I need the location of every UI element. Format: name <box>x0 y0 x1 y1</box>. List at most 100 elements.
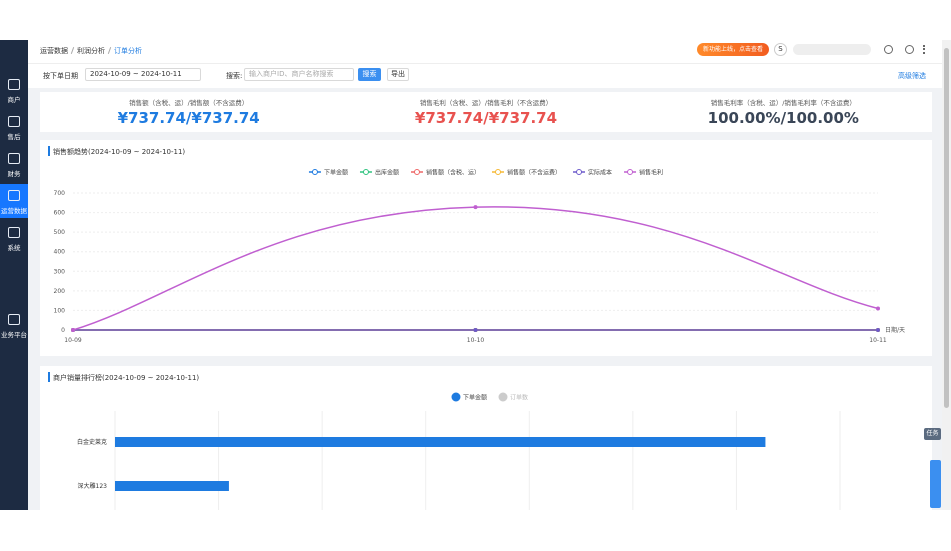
bar <box>115 481 229 491</box>
legend-label: 实际成本 <box>588 169 612 177</box>
y-tick-label: 300 <box>54 268 66 275</box>
nav-item[interactable]: 商户 <box>0 73 28 107</box>
legend-item[interactable]: 销售毛利 <box>624 169 663 177</box>
service-icon[interactable] <box>884 45 893 54</box>
y-tick-label: 400 <box>54 249 66 256</box>
point <box>876 306 880 311</box>
legend-item[interactable]: 下单金额 <box>308 169 348 177</box>
nav-item[interactable]: 系统 <box>0 221 28 255</box>
separator <box>107 47 112 54</box>
nav-icon <box>8 227 20 238</box>
help-icon[interactable] <box>905 45 914 54</box>
legend-dot <box>627 169 634 175</box>
breadcrumb-item: 订单分析 <box>114 47 142 55</box>
breadcrumb-item: 运营数据 <box>40 47 68 55</box>
legend-label: 销售额（含税、运） <box>426 169 480 177</box>
nav-label: 系统 <box>7 244 21 252</box>
nav-label: 售后 <box>7 133 21 141</box>
legend-dot <box>413 169 420 175</box>
sidebar: 商户售后财务运营数据系统业务平台 <box>0 40 28 510</box>
export-button[interactable]: 导出 <box>387 68 409 81</box>
title-marker <box>48 146 50 156</box>
date-type-select[interactable]: 按下单日期 <box>43 72 78 80</box>
nav-icon <box>8 190 20 201</box>
legend-dot <box>311 169 318 175</box>
avatar[interactable]: S <box>774 43 787 56</box>
chart-title: 销售额趋势(2024-10-09 ~ 2024-10-11) <box>53 147 185 156</box>
legend-item[interactable]: 订单数 <box>498 392 528 402</box>
legend-item[interactable]: 销售额（不含运费） <box>492 169 561 177</box>
title-marker <box>48 372 50 382</box>
search-label: 搜索: <box>226 72 243 80</box>
y-tick-label: 600 <box>54 210 66 217</box>
more-icon[interactable] <box>923 45 925 54</box>
x-axis-label: 日期/天 <box>885 326 905 334</box>
breadcrumb: 运营数据 利润分析 订单分析 <box>40 46 142 56</box>
nav-icon <box>8 314 20 325</box>
legend-item[interactable]: 销售额（含税、运） <box>410 169 480 177</box>
kpi: 销售毛利（含税、运）/销售毛利（不含运费） ¥737.74/¥737.74 <box>337 92 634 132</box>
legend-label: 下单金额 <box>463 394 487 402</box>
y-tick-label: 0 <box>61 327 65 334</box>
legend-item[interactable]: 出库金额 <box>359 169 399 177</box>
top-bar <box>28 40 942 64</box>
nav-label: 运营数据 <box>1 207 27 215</box>
legend-label: 销售额（不含运费） <box>507 169 561 177</box>
date-range[interactable]: 2024-10-09 ~ 2024-10-11 <box>85 68 201 81</box>
legend-dot <box>451 392 461 402</box>
point <box>876 328 880 332</box>
legend-label: 销售毛利 <box>639 169 663 177</box>
nav-icon <box>8 79 20 90</box>
kpi-label: 销售毛利率（含税、运）/销售毛利率（不含运费） <box>710 99 856 107</box>
chart-title: 商户销量排行榜(2024-10-09 ~ 2024-10-11) <box>53 373 199 382</box>
kpi: 销售额（含税、运）/销售额（不含运费） ¥737.74/¥737.74 <box>40 92 337 132</box>
legend-dot <box>362 169 369 175</box>
line-panel <box>40 140 932 356</box>
point <box>71 328 75 332</box>
legend-dot <box>498 392 508 402</box>
scrollbar <box>942 40 951 510</box>
separator <box>70 47 75 54</box>
nav-icon <box>8 153 20 164</box>
search-button[interactable]: 搜索 <box>358 68 381 81</box>
nav-item[interactable]: 售后 <box>0 110 28 144</box>
x-tick-label: 10-10 <box>467 337 485 344</box>
legend-item[interactable]: 实际成本 <box>573 169 612 177</box>
advanced-filter[interactable]: 高级筛选 <box>898 72 926 80</box>
notice-button[interactable]: 新功能上线，点击查看 <box>697 43 769 56</box>
kpi: 销售毛利率（含税、运）/销售毛利率（不含运费） 100.00%/100.00% <box>635 92 932 132</box>
user-name <box>793 44 871 55</box>
kpi-label: 销售额（含税、运）/销售额（不含运费） <box>129 99 249 107</box>
task-tab[interactable]: 任务 <box>924 428 941 440</box>
line <box>72 206 879 331</box>
legend: 下单金额 订单数 <box>451 392 528 402</box>
x-tick-label: 10-11 <box>869 337 887 344</box>
nav-label: 财务 <box>7 170 21 178</box>
nav-item[interactable]: 业务平台 <box>0 308 28 342</box>
nav-item[interactable]: 运营数据 <box>0 184 28 218</box>
kpi-value: ¥737.74/¥737.74 <box>117 109 260 127</box>
point <box>473 328 478 332</box>
legend-dot <box>495 169 501 175</box>
nav-label: 业务平台 <box>1 331 27 339</box>
kpi-card: 销售额（含税、运）/销售额（不含运费） ¥737.74/¥737.74 销售毛利（含… <box>40 92 932 132</box>
nav-item[interactable]: 财务 <box>0 147 28 181</box>
y-tick-label: 200 <box>54 288 66 295</box>
legend: 下单金额 出库金额 销售额（含税、运） 销售额（不含运费） 实际成本 销售毛利 <box>308 169 663 177</box>
y-tick-label: 白金史莱克 <box>77 438 107 446</box>
service-tab[interactable] <box>930 460 941 508</box>
bar-chart: 商户销量排行榜(2024-10-09 ~ 2024-10-11) 下单金额 订单数白… <box>48 372 841 510</box>
legend-label: 出库金额 <box>375 169 399 177</box>
legend-label: 订单数 <box>510 394 528 402</box>
legend-dot <box>576 169 583 175</box>
y-tick-label: 500 <box>54 229 66 236</box>
x-tick-label: 10-09 <box>64 337 82 344</box>
line-chart: 销售额趋势(2024-10-09 ~ 2024-10-11) 下单金额 出库金额 销售… <box>48 146 905 344</box>
legend-item[interactable]: 下单金额 <box>451 392 487 402</box>
bar <box>115 437 766 447</box>
scroll-thumb <box>944 48 949 408</box>
breadcrumb-item: 利润分析 <box>77 47 105 55</box>
y-tick-label: 700 <box>54 190 66 197</box>
search-input[interactable]: 输入商户ID、商户名称搜索 <box>244 68 354 81</box>
